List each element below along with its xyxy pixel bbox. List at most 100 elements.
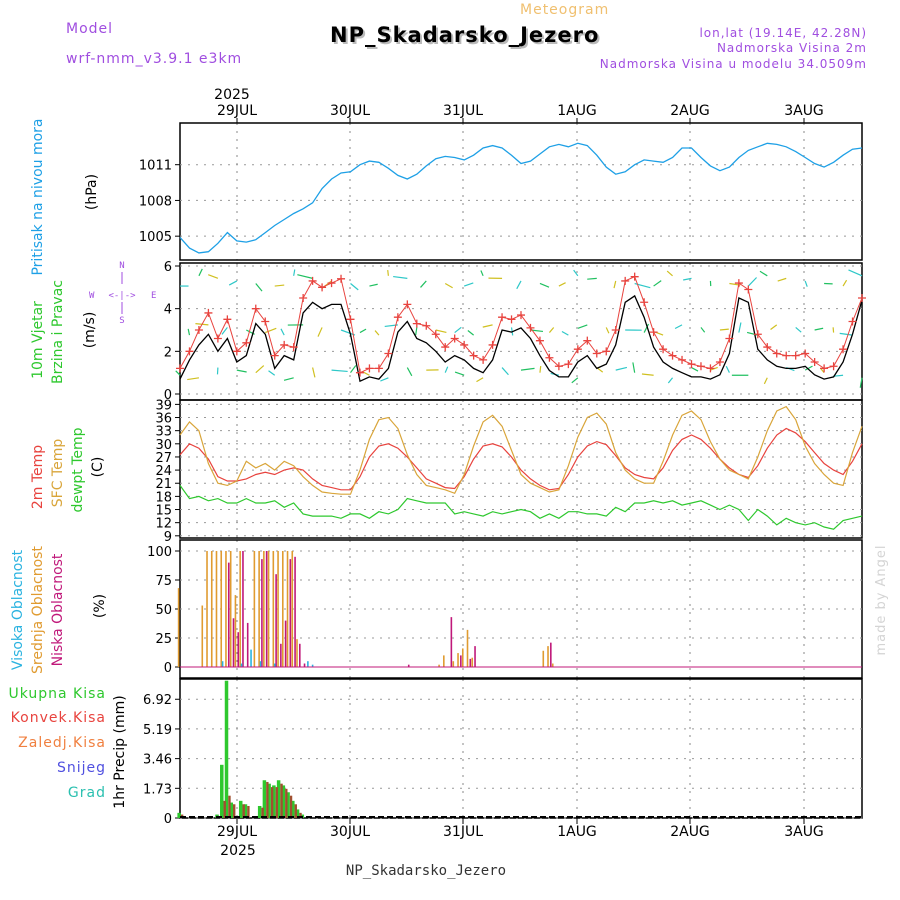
gust-marker <box>678 355 687 364</box>
gust-marker <box>668 351 677 360</box>
wind-arrow <box>770 324 778 330</box>
y-tick-label: 18 <box>155 490 172 505</box>
wind-arrow <box>393 275 408 279</box>
wind-arrow <box>480 270 484 277</box>
gust-marker <box>479 355 488 364</box>
sfc-temp-line <box>179 405 863 495</box>
wind-arrow <box>667 377 674 384</box>
gust-marker <box>299 294 308 302</box>
panel-3: 0 25 50 75 100 <box>147 539 863 679</box>
wind-arrow <box>406 367 413 377</box>
panels: 1005100810110246912151821242730333639025… <box>139 122 866 827</box>
temp-side-label: 2m Temp SFC Temp dewpt Temp (C) <box>30 427 106 512</box>
gust-marker <box>526 323 535 332</box>
top-day-label: 31JUL <box>443 103 483 119</box>
gust-marker <box>384 349 393 358</box>
gust-marker <box>374 364 383 373</box>
pressure-name: Pritisak na nivou mora <box>30 118 46 275</box>
gust-marker <box>355 368 364 377</box>
wind-arrow <box>208 274 219 279</box>
y-tick-label: 75 <box>155 574 172 589</box>
station-title: NP_Skadarsko_Jezero <box>330 23 599 47</box>
gust-marker <box>659 345 668 354</box>
total-rain-bar <box>276 780 281 818</box>
wind-arrow <box>312 367 316 378</box>
convective-rain-bar <box>266 781 269 818</box>
y-tick-label: 0 <box>164 661 172 676</box>
panel-0: 1005 1008 1011 <box>139 122 863 261</box>
y-tick-label: 4 <box>164 303 172 318</box>
wind-arrow <box>255 283 263 292</box>
wind-arrow <box>228 280 238 286</box>
bottom-day-label: 31JUL <box>443 824 483 840</box>
panel-frame <box>179 678 863 819</box>
gust-marker <box>176 364 184 373</box>
wind-arrow <box>444 366 449 373</box>
gust-marker <box>450 334 459 343</box>
convective-rain-bar <box>247 805 250 818</box>
wind-arrow <box>359 328 367 334</box>
wind-arrow <box>236 369 247 373</box>
gust-marker <box>715 358 724 366</box>
top-day-label: 1AUG <box>557 103 597 119</box>
model-elevation: Nadmorska Visina u modelu 34.0509m <box>600 57 867 71</box>
y-tick-label: 6 <box>164 260 172 275</box>
top-day-label: 2AUG <box>670 103 710 119</box>
convective-rain-bar <box>270 787 274 818</box>
gust-marker <box>469 351 478 360</box>
wind-arrow <box>842 279 848 287</box>
wind-arrow <box>561 331 569 336</box>
wind-arrow <box>641 373 654 376</box>
total-rain-bar <box>229 802 233 818</box>
gust-marker <box>327 279 336 288</box>
wind-arrow <box>463 282 474 287</box>
total-rain-bar <box>243 804 248 818</box>
wind-arrow <box>297 274 313 279</box>
y-tick-label: 100 <box>147 545 172 560</box>
gust-marker <box>270 351 279 360</box>
gust-marker <box>858 294 866 302</box>
wind-arrow <box>548 327 555 333</box>
gust-marker <box>829 362 838 371</box>
credit: made by Angel <box>874 544 889 655</box>
gust-marker <box>232 347 241 356</box>
y-tick-label: 21 <box>155 477 172 492</box>
total-rain-bar <box>291 800 295 818</box>
wind-arrow <box>482 324 493 328</box>
wind-arrow <box>747 277 757 287</box>
total-rain-bar <box>224 680 229 818</box>
gust-marker <box>611 326 620 334</box>
wind-speed-line <box>179 294 863 383</box>
panel-frame <box>179 122 863 261</box>
gust-marker <box>820 364 829 373</box>
wind-arrow <box>804 280 808 287</box>
wind-arrow <box>666 270 673 277</box>
station-title-shadow: NP_Skadarsko_Jezero <box>332 25 601 49</box>
wind-arrow <box>516 280 522 290</box>
legend-total-rain: Ukupna Kisa <box>8 686 106 702</box>
wind-arrow <box>387 269 389 276</box>
wind-arrow <box>683 277 692 281</box>
dewpoint-line <box>179 485 863 530</box>
total-rain-bar <box>281 785 286 818</box>
y-tick-label: 33 <box>155 425 172 440</box>
gust-marker <box>592 349 601 358</box>
total-rain-bar <box>295 809 300 818</box>
gust-marker <box>782 351 791 360</box>
gust-marker <box>810 358 819 366</box>
wind-arrow <box>331 369 348 373</box>
wind-arrow <box>415 327 418 336</box>
gust-marker <box>573 345 582 354</box>
gust-marker <box>848 317 857 326</box>
wind-arrow <box>573 269 579 277</box>
total-rain-bar <box>257 805 262 818</box>
gust-marker <box>213 334 222 343</box>
footer-station: NP_Skadarsko_Jezero <box>346 863 506 879</box>
gust-marker <box>498 313 507 322</box>
y-tick-label: 24 <box>155 464 172 479</box>
legend-conv-rain: Konvek.Kisa <box>11 710 106 726</box>
wind-arrow <box>859 377 863 388</box>
wind-arrow <box>804 365 813 371</box>
wind-arrow <box>467 330 475 336</box>
